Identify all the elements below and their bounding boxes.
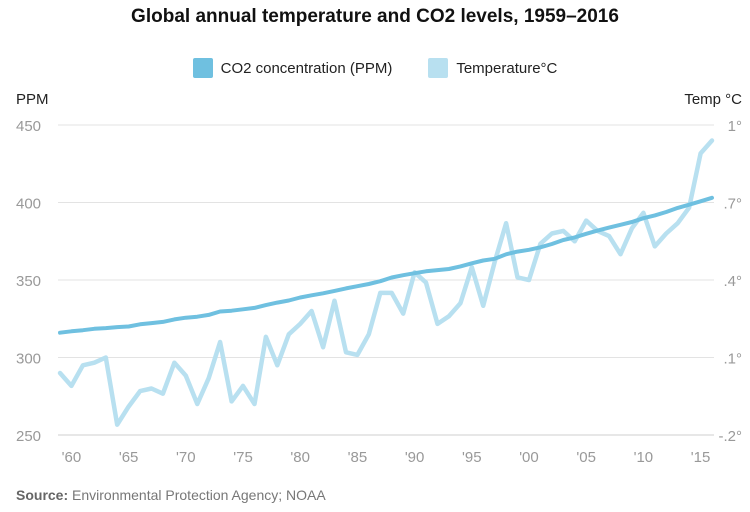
x-tick-label: '60: [62, 449, 82, 466]
y-right-tick-label: .7°: [723, 196, 742, 213]
y-right-axis-label: Temp °C: [684, 91, 742, 108]
series-line-temperature: [57, 138, 715, 427]
y-left-tick-label: 250: [16, 428, 41, 445]
y-left-tick-label: 300: [16, 351, 41, 368]
x-tick-label: '90: [405, 449, 425, 466]
legend-swatch-temperature: [428, 58, 449, 78]
chart-title: Global annual temperature and CO2 levels…: [131, 6, 619, 27]
y-left-tick-label: 350: [16, 273, 41, 290]
x-tick-label: '70: [176, 449, 196, 466]
source-text: Environmental Protection Agency; NOAA: [68, 487, 326, 503]
y-right-tick-label: .1°: [723, 351, 742, 368]
x-tick-label: '80: [290, 449, 310, 466]
series-line-co2: [58, 195, 714, 335]
chart-legend: CO2 concentration (PPM) Temperature°C: [0, 58, 750, 78]
legend-swatch-co2: [192, 58, 213, 78]
x-tick-label: '15: [691, 449, 711, 466]
y-left-axis-label: PPM: [16, 91, 49, 108]
legend-label-co2: CO2 concentration (PPM): [220, 59, 393, 77]
y-right-tick-label: 1°: [728, 118, 742, 135]
legend-item-co2: CO2 concentration (PPM): [192, 58, 393, 78]
x-tick-label: '00: [519, 449, 539, 466]
y-right-tick-label: -.2°: [718, 428, 742, 445]
x-tick-label: '95: [462, 449, 482, 466]
y-left-tick-label: 400: [16, 196, 41, 213]
y-right-tick-label: .4°: [723, 273, 742, 290]
x-tick-label: '05: [576, 449, 596, 466]
legend-item-temperature: Temperature°C: [428, 58, 557, 78]
source-label: Source:: [16, 487, 69, 503]
x-tick-label: '85: [348, 449, 368, 466]
y-left-tick-label: 450: [16, 118, 41, 135]
x-tick-label: '75: [233, 449, 253, 466]
x-tick-label: '65: [119, 449, 139, 466]
source-note: Source: Environmental Protection Agency;…: [16, 487, 326, 503]
x-tick-label: '10: [634, 449, 654, 466]
legend-label-temperature: Temperature°C: [456, 59, 558, 77]
